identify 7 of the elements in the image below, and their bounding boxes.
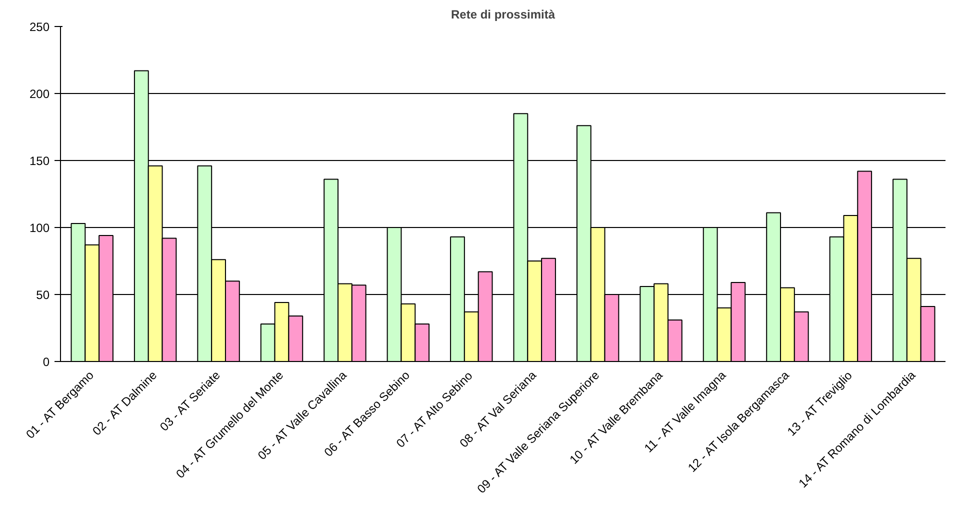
chart-title: Rete di prossimità xyxy=(450,8,556,22)
y-tick-label: 200 xyxy=(29,87,50,101)
y-tick-label: 50 xyxy=(36,288,50,302)
y-tick-label: 100 xyxy=(29,221,50,235)
y-tick-label: 150 xyxy=(29,154,50,168)
y-tick-label: 0 xyxy=(42,355,50,369)
y-tick-label: 250 xyxy=(29,20,50,34)
